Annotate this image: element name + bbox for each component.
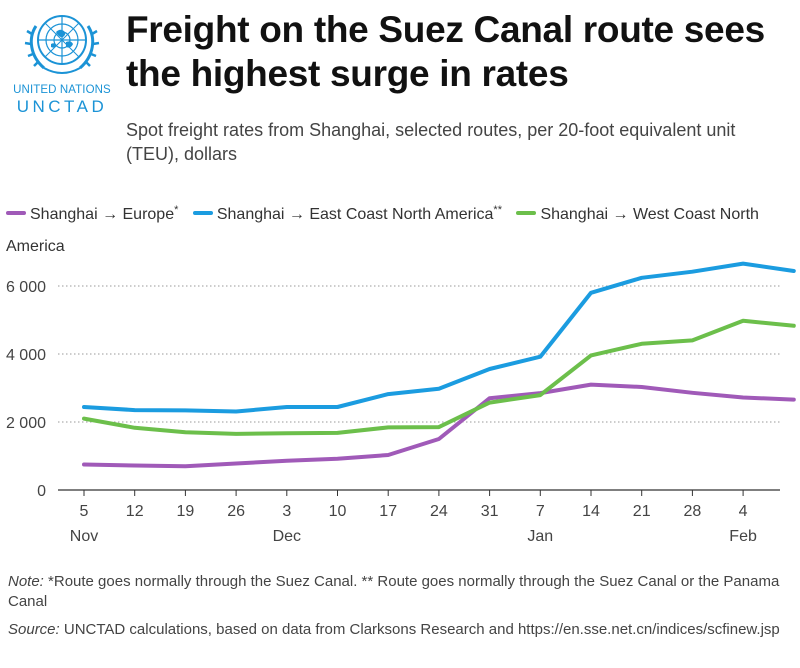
x-tick-label: 17 — [379, 503, 397, 520]
note-label: Note: — [8, 573, 44, 590]
chart-note: Note: *Route goes normally through the S… — [8, 572, 788, 612]
x-tick-label: 24 — [430, 503, 448, 520]
legend-label-europe: Shanghai → Europe — [30, 206, 175, 223]
y-tick-label: 4 000 — [6, 347, 46, 364]
chart-legend: Shanghai → Europe* Shanghai → East Coast… — [6, 194, 786, 263]
legend-item-europe: Shanghai → Europe* — [6, 204, 179, 223]
x-tick-label: 31 — [481, 503, 499, 520]
x-month-label: Feb — [729, 528, 757, 545]
x-tick-label: 7 — [536, 503, 545, 520]
legend-mark-east-coast: ** — [493, 204, 502, 216]
x-tick-label: 14 — [582, 503, 600, 520]
legend-label-east-coast: Shanghai → East Coast North America — [216, 206, 494, 223]
x-tick-label: 12 — [126, 503, 144, 520]
legend-mark-europe: * — [174, 204, 179, 216]
legend-swatch-west-coast — [516, 210, 537, 215]
source-label: Source: — [8, 621, 60, 638]
x-tick-label: 3 — [282, 503, 291, 520]
series-line-2 — [82, 318, 796, 436]
x-tick-label: 10 — [329, 503, 347, 520]
x-tick-label: 4 — [739, 503, 748, 520]
legend-label-west-coast: Shanghai → West Coast North America — [6, 206, 759, 255]
x-month-label: Jan — [527, 528, 553, 545]
x-tick-label: 5 — [80, 503, 89, 520]
x-tick-label: 19 — [177, 503, 195, 520]
legend-item-east-coast: Shanghai → East Coast North America** — [192, 204, 502, 223]
chart-subtitle: Spot freight rates from Shanghai, select… — [126, 120, 736, 164]
un-emblem-icon — [24, 15, 100, 74]
chart-title: Freight on the Suez Canal route sees the… — [126, 9, 765, 94]
x-tick-label: 21 — [633, 503, 651, 520]
chart-source: Source: UNCTAD calculations, based on da… — [8, 620, 788, 640]
legend-swatch-europe — [6, 210, 26, 215]
y-tick-label: 2 000 — [6, 415, 46, 432]
y-tick-label: 0 — [37, 483, 46, 500]
note-text: *Route goes normally through the Suez Ca… — [8, 573, 780, 610]
logo-abbr-text: UNCTAD — [16, 97, 108, 116]
y-tick-label: 6 000 — [6, 279, 46, 296]
x-tick-label: 28 — [684, 503, 702, 520]
unctad-logo: UNITED NATIONS UNCTAD — [6, 4, 118, 126]
series-line-1 — [82, 261, 796, 414]
x-month-label: Nov — [70, 528, 98, 545]
x-month-label: Dec — [273, 528, 301, 545]
legend-item-west-coast: Shanghai → West Coast North America — [6, 206, 759, 255]
logo-org-text: UNITED NATIONS — [13, 84, 111, 96]
x-tick-label: 26 — [227, 503, 245, 520]
series-line-0 — [82, 382, 796, 469]
legend-swatch-east-coast — [192, 210, 213, 215]
source-text: UNCTAD calculations, based on data from … — [59, 621, 780, 638]
line-chart: 0 2 000 4 000 6 000 5 12 19 26 3 10 17 24 31 7 14 21 28 4… — [6, 261, 796, 545]
